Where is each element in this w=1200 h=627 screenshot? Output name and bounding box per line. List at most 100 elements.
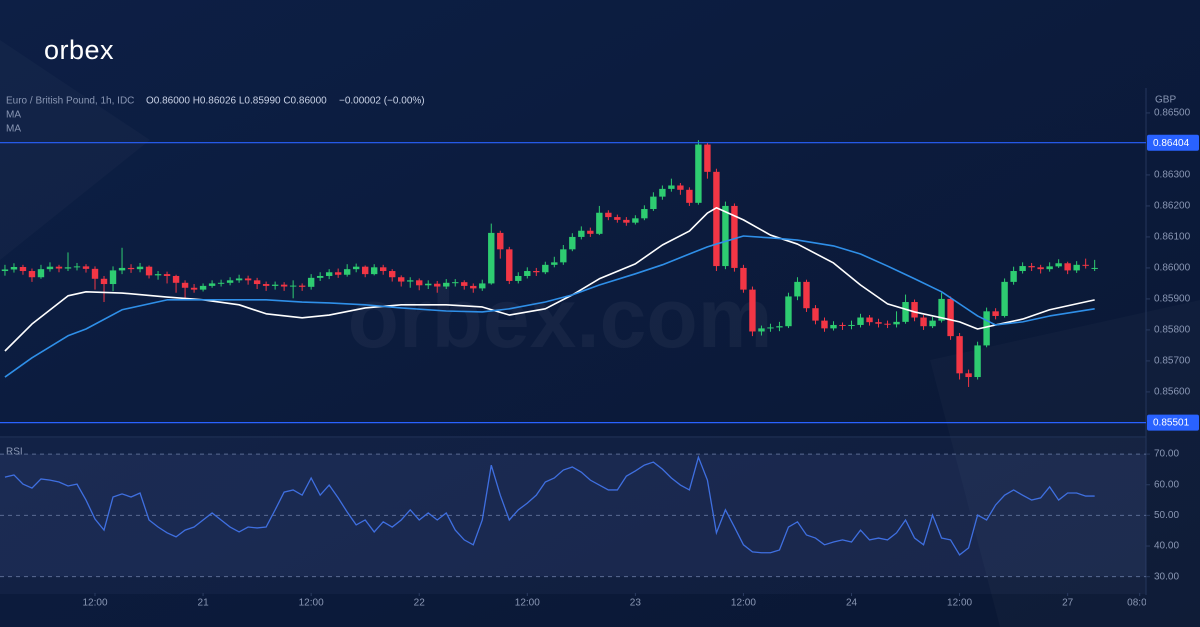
candle-body (1082, 264, 1089, 266)
candle-body (839, 324, 846, 326)
candle-body (91, 268, 99, 279)
candle-body (398, 277, 405, 282)
candle-body (983, 311, 990, 346)
candle-body (812, 308, 819, 321)
candle-body (938, 298, 945, 321)
candle-body (389, 271, 396, 278)
candle-body (956, 336, 963, 374)
candle-body (163, 274, 171, 276)
level-tag (1147, 134, 1199, 151)
candle-body (497, 232, 504, 250)
y-tick-label: 0.86300 (1154, 170, 1191, 181)
candle-body (1055, 263, 1062, 267)
candle-body (461, 282, 468, 286)
candle-body (785, 296, 792, 327)
candle-body (758, 328, 765, 332)
legend-change: −0.00002 (−0.00%) (339, 96, 425, 107)
candle-body (515, 275, 522, 281)
candle-body (641, 209, 648, 219)
candle-body (722, 205, 729, 267)
candle-body (416, 280, 423, 286)
x-tick-label: 21 (198, 598, 210, 609)
rsi-title: RSI (6, 447, 23, 458)
panel: 12:00 21 12:00 22 12:00 23 12:00 24 12:00 27 08:00 (0, 453, 1152, 609)
y-tick-label: 70.00 (1154, 449, 1179, 460)
candle-body (217, 282, 225, 284)
ma-line (4, 235, 1095, 378)
candle-body (821, 320, 828, 329)
y-tick-label: 0.85600 (1154, 387, 1191, 398)
x-tick-label: 12:00 (515, 598, 540, 609)
candle-body (1037, 267, 1044, 270)
candle-body (181, 282, 189, 288)
logo: orbex (44, 35, 114, 65)
candle-body (334, 272, 342, 275)
rsi-panel (0, 438, 1146, 594)
candle-body (154, 274, 162, 276)
candle-body (443, 282, 450, 287)
candle-body (1046, 266, 1053, 270)
panel (1, 140, 1098, 387)
candle-body (226, 280, 234, 283)
candle-body (55, 266, 63, 269)
candle-body (380, 267, 387, 272)
candle-body (109, 270, 117, 285)
legend-ohlc: O0.86000 H0.86026 L0.85990 C0.86000 (146, 96, 327, 107)
candle-body (542, 264, 549, 273)
candle-body (902, 302, 909, 322)
candle-body (713, 171, 720, 267)
candle-body (623, 219, 630, 223)
level-label: 0.85501 (1153, 418, 1190, 429)
candle-body (19, 266, 27, 272)
x-tick-label: 12:00 (947, 598, 972, 609)
ma-line (4, 206, 1095, 352)
plot: 0.86500 0.86300 0.86200 0.86100 0.86000 0.859… (0, 108, 1199, 609)
candle-body (1001, 281, 1008, 316)
candle-body (731, 205, 738, 268)
x-tick-label: 24 (846, 598, 858, 609)
candle-body (650, 196, 657, 210)
candle-body (100, 278, 108, 285)
candle-body (262, 284, 270, 286)
candle-body (127, 267, 135, 270)
candle-body (46, 266, 54, 270)
watermark: orbex.com (348, 271, 773, 365)
candle-body (307, 277, 315, 287)
candle-body (767, 327, 774, 329)
x-tick-label: 22 (414, 598, 426, 609)
candle-body (686, 189, 693, 203)
candle-body (776, 326, 783, 328)
candle-body (875, 322, 882, 324)
candle-body (659, 188, 666, 197)
candle-body (893, 321, 900, 325)
y-tick-label: 0.86500 (1154, 108, 1191, 119)
candle-body (560, 249, 567, 263)
y-tick-label: 50.00 (1154, 510, 1179, 521)
candle-body (190, 287, 198, 290)
candle-body (370, 267, 378, 275)
candle-body (1019, 266, 1026, 272)
y-tick-label: 60.00 (1154, 479, 1179, 490)
candle-body (82, 266, 90, 269)
x-tick-label: 08:00 (1127, 598, 1152, 609)
candle-body (551, 262, 558, 265)
currency: GBP (1155, 95, 1176, 106)
candle-body (28, 271, 36, 278)
candle-body (569, 236, 576, 250)
candle-body (136, 266, 144, 270)
y-tick-label: 0.86200 (1154, 201, 1191, 212)
candle-body (10, 266, 18, 270)
candle-body (506, 249, 513, 281)
candle-body (470, 285, 477, 289)
x-tick-label: 12:00 (299, 598, 324, 609)
candle-body (452, 282, 459, 284)
candle-body (857, 317, 864, 325)
candle-body (749, 289, 756, 332)
candle-body (280, 284, 288, 287)
candle-body (533, 271, 540, 273)
candle-body (1073, 264, 1080, 271)
candle-body (118, 267, 126, 271)
candle-body (1010, 271, 1017, 282)
candle-body (677, 185, 684, 190)
